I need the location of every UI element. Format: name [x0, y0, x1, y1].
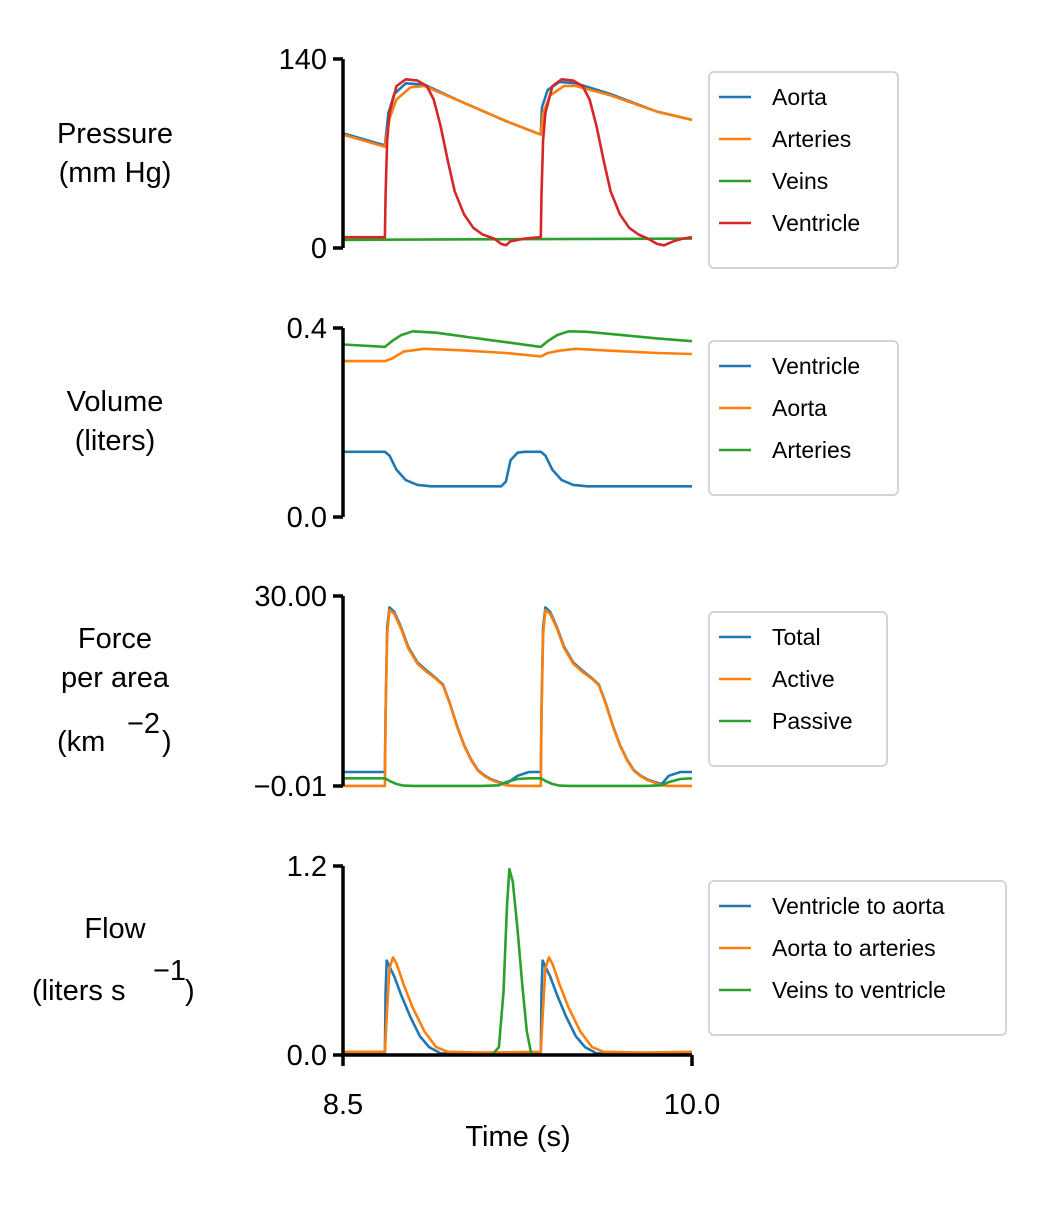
svg-text:−1: −1 [153, 955, 186, 987]
y-axis-label: Force per area (km −2) [57, 623, 172, 758]
series-line [343, 867, 692, 1057]
series-line [343, 606, 692, 786]
legend-entry: Arteries [772, 126, 851, 152]
legend-entry: Passive [772, 708, 853, 734]
panel: 0 140 Pressure (mm Hg) Aorta Arteries Veins Ven… [57, 44, 899, 269]
legend-box [708, 340, 899, 496]
legend-entry: Aorta to arteries [772, 935, 936, 961]
svg-text:): ) [185, 975, 195, 1007]
legend-entry: Active [772, 666, 835, 692]
legend-entry: Arteries [772, 437, 851, 463]
series-line [343, 347, 693, 363]
y-axis-label: Volume (liters) [67, 386, 164, 457]
legend-box [708, 611, 888, 767]
legend: Aorta Arteries Veins Ventricle [708, 71, 899, 269]
svg-text:Volume: Volume [67, 386, 164, 418]
series-line [343, 78, 693, 247]
y-tick-label: 0.0 [287, 502, 327, 534]
series-line [343, 450, 692, 488]
y-tick-label: 0.0 [287, 1040, 327, 1072]
svg-text:): ) [162, 726, 172, 758]
panel: −0.01 30.00 Force per area (km −2) Total Active… [57, 581, 888, 803]
svg-text:Force: Force [78, 623, 152, 655]
series-line [343, 956, 693, 1054]
y-tick-label: 140 [279, 44, 327, 76]
x-tick-labels: 8.5 10.0 [323, 1089, 720, 1121]
svg-text:Pressure: Pressure [57, 118, 173, 150]
legend: Ventricle to aorta Aorta to arteries Veins… [708, 880, 1007, 1036]
y-axis-label: Flow (liters s −1) [32, 913, 195, 1007]
legend-entry: Aorta [772, 84, 827, 110]
svg-text:−2: −2 [127, 708, 160, 740]
legend-entry: Veins to ventricle [772, 977, 946, 1003]
y-axis-label: Pressure (mm Hg) [57, 118, 173, 189]
svg-text:Flow: Flow [84, 913, 146, 945]
y-tick-label: 0.4 [287, 313, 327, 345]
panel: 0.0 1.2 Flow (liters s −1) Ventricle to aorta… [32, 851, 1007, 1072]
x-tick-label: 10.0 [664, 1089, 720, 1121]
series-line [343, 608, 692, 788]
y-tick-label: −0.01 [254, 771, 327, 803]
legend-entry: Ventricle [772, 353, 860, 379]
legend-entry: Total [772, 624, 821, 650]
legend-entry: Ventricle to aorta [772, 893, 945, 919]
x-tick-label: 8.5 [323, 1089, 363, 1121]
svg-text:(liters s: (liters s [32, 975, 125, 1007]
legend-entry: Ventricle [772, 210, 860, 236]
x-axis [341, 1053, 694, 1066]
svg-text:(liters): (liters) [75, 425, 156, 457]
svg-text:per area: per area [61, 662, 170, 694]
y-tick-label: 30.00 [254, 581, 327, 613]
series-line [343, 959, 692, 1055]
legend-box [708, 71, 899, 269]
x-axis-label: Time (s) [465, 1121, 570, 1153]
series-line [343, 776, 693, 788]
legend-entry: Aorta [772, 395, 827, 421]
legend: Ventricle Aorta Arteries [708, 340, 899, 496]
legend-box [708, 880, 1007, 1036]
svg-text:(mm Hg): (mm Hg) [59, 157, 172, 189]
svg-text:(km: (km [57, 726, 105, 758]
panel: 0.0 0.4 Volume (liters) Ventricle Aorta Arteri… [67, 313, 899, 534]
series-line [342, 329, 693, 349]
legend-entry: Veins [772, 168, 828, 194]
y-tick-label: 0 [311, 233, 327, 265]
series-line [342, 237, 693, 242]
series-line [342, 84, 693, 149]
legend: Total Active Passive [708, 611, 888, 767]
panels: 0 140 Pressure (mm Hg) Aorta Arteries Veins Ven… [32, 44, 1007, 1072]
y-tick-label: 1.2 [287, 851, 327, 883]
